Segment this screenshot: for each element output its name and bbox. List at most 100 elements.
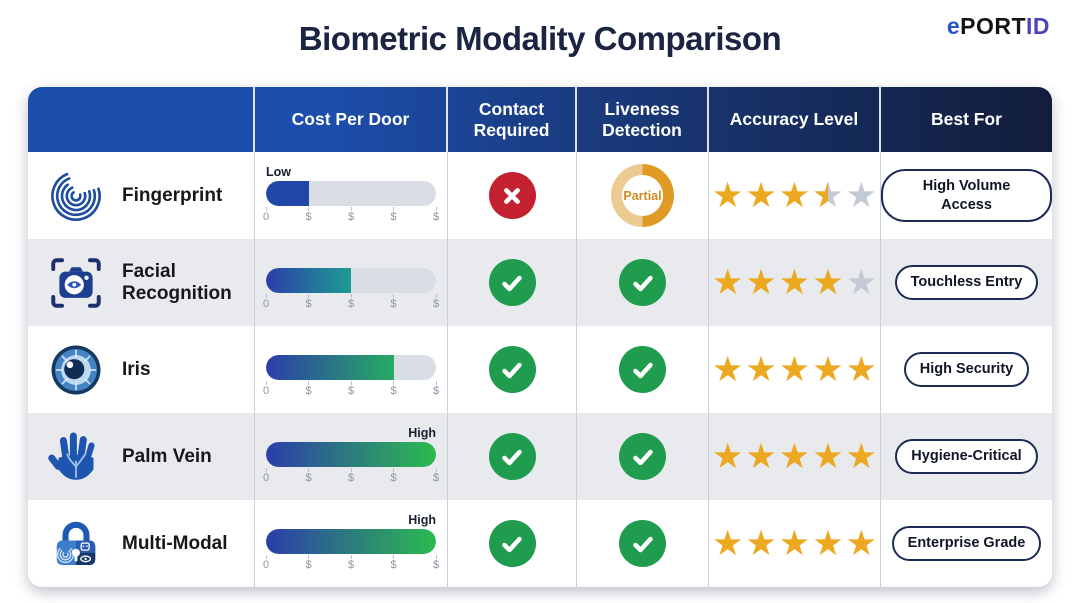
star-full-icon: ★ — [778, 176, 811, 215]
cost-tick: $ — [390, 555, 397, 572]
cost-tick: $ — [305, 294, 312, 311]
modality-label: Multi-Modal — [122, 532, 228, 554]
star-full-icon: ★ — [745, 524, 777, 563]
cost-bar-fill — [266, 355, 394, 380]
star-full-icon: ★ — [745, 437, 777, 476]
best-for-cell: High Security — [881, 326, 1052, 413]
best-for-badge: High Security — [903, 352, 1030, 387]
modality-label: Facial Recognition — [122, 260, 232, 304]
liveness-detection-cell — [577, 413, 709, 500]
cost-bar-ticks: 0 $ $ $ $ — [263, 294, 439, 314]
table-header-row: Cost Per Door Contact Required Liveness … — [28, 87, 1052, 152]
star-rating: ★ ★ ★ ★ ★ — [712, 352, 877, 387]
accuracy-level-cell: ★ ★ ★ ★ ★ — [709, 413, 881, 500]
cost-cell: · 0$$$$ — [255, 326, 448, 413]
cost-bar-ticks: 0 $ $ $ $ — [263, 555, 439, 575]
star-full-icon: ★ — [745, 350, 777, 389]
modality-label: Iris — [122, 358, 151, 380]
cost-tick: 0 — [263, 207, 269, 224]
cost-cell: Low 0 $ $ $ $ — [255, 152, 448, 239]
star-full-icon: ★ — [845, 524, 877, 563]
star-rating: ★ ★ ★ ★ ★ — [712, 265, 877, 300]
table-row: Facial Recognition · 0$$$$ ★★★★★ Touchle… — [28, 239, 1052, 326]
cost-tick: 0 — [263, 555, 269, 572]
star-full-icon: ★ — [778, 350, 811, 389]
cost-tick: $ — [433, 294, 439, 311]
modality-icon-host — [48, 427, 104, 487]
check-icon — [619, 433, 666, 480]
cost-bar-track — [266, 268, 436, 293]
header-accuracy-level: Accuracy Level — [709, 87, 881, 152]
table-row: Iris · 0$$$$ ★★★★★ High Security — [28, 326, 1052, 413]
cost-tick: $ — [305, 381, 312, 398]
cost-tick: $ — [433, 207, 439, 224]
logo-part-port: PORT — [960, 13, 1026, 39]
star-full-icon: ★ — [745, 176, 777, 215]
modality-label: Palm Vein — [122, 445, 212, 467]
header-cost-per-door: Cost Per Door — [255, 87, 448, 152]
star-empty-icon: ★ — [845, 263, 877, 302]
star-full-icon: ★ — [712, 350, 744, 389]
cost-level-label: High — [408, 426, 436, 440]
liveness-detection-cell: Partial — [577, 152, 709, 239]
modality-icon-host — [48, 253, 104, 313]
page-title: Biometric Modality Comparison — [298, 20, 782, 57]
cost-tick: $ — [305, 555, 312, 572]
check-icon — [488, 433, 536, 480]
cost-tick: $ — [305, 468, 312, 485]
star-rating: ★ ★ ★ ★ ★ — [712, 526, 877, 561]
star-full-icon: ★ — [712, 524, 744, 563]
modality-cell: Palm Vein — [28, 413, 255, 500]
modality-cell: Iris — [28, 326, 255, 413]
cost-bar-track — [266, 181, 436, 206]
cost-tick: 0 — [263, 468, 269, 485]
best-for-badge: Enterprise Grade — [891, 526, 1042, 561]
cost-bar-track — [266, 529, 436, 554]
header-modality — [28, 87, 255, 152]
star-full-icon: ★ — [778, 437, 811, 476]
contact-required-cell — [448, 413, 577, 500]
star-full-icon: ★ — [812, 437, 844, 476]
table-row: Fingerprint Low 0$$$$ Partial ★★★★★★ Hig… — [28, 152, 1052, 239]
header-best-for: Best For — [931, 109, 1002, 129]
facial-recognition-icon — [51, 257, 101, 308]
star-half-icon: ★★ — [812, 176, 844, 215]
accuracy-level-cell: ★ ★ ★ ★ ★ — [709, 326, 881, 413]
check-icon — [488, 520, 536, 567]
check-icon — [619, 520, 666, 567]
cost-tick: $ — [433, 468, 439, 485]
logo-part-id: ID — [1026, 13, 1050, 39]
star-full-icon: ★ — [712, 437, 744, 476]
cost-bar-track — [266, 355, 436, 380]
best-for-cell: Enterprise Grade — [881, 500, 1052, 587]
star-rating: ★ ★ ★ ★ ★ — [712, 439, 877, 474]
cost-bar-fill — [266, 268, 351, 293]
comparison-table: Cost Per Door Contact Required Liveness … — [28, 87, 1052, 587]
check-icon — [488, 346, 536, 393]
star-rating: ★★★★★★ — [712, 178, 877, 213]
star-full-icon: ★ — [845, 350, 877, 389]
cost-bar-fill — [266, 442, 436, 467]
check-icon — [488, 259, 536, 306]
header-contact-required: Contact Required — [448, 87, 577, 152]
modality-icon-host — [48, 166, 104, 226]
star-full-icon: ★ — [812, 524, 844, 563]
header-liveness-detection: Liveness Detection — [577, 87, 709, 152]
cost-level-label: Low — [266, 165, 291, 179]
fingerprint-icon — [51, 170, 101, 221]
star-full-icon: ★ — [745, 263, 777, 302]
contact-required-cell — [448, 326, 577, 413]
table-body: Fingerprint Low 0$$$$ Partial ★★★★★★ Hig… — [28, 152, 1052, 587]
modality-cell: Multi-Modal — [28, 500, 255, 587]
cost-tick: $ — [305, 207, 312, 224]
best-for-cell: Hygiene-Critical — [881, 413, 1052, 500]
modality-label: Fingerprint — [122, 184, 223, 206]
cost-bar-ticks: 0 $ $ $ $ — [263, 468, 439, 488]
partial-donut-icon: Partial — [611, 164, 674, 227]
best-for-badge: Hygiene-Critical — [895, 439, 1038, 474]
partial-label: Partial — [623, 188, 662, 203]
liveness-detection-cell — [577, 239, 709, 326]
star-full-icon: ★ — [812, 263, 844, 302]
contact-required-cell — [448, 500, 577, 587]
cost-bar-fill — [266, 529, 436, 554]
